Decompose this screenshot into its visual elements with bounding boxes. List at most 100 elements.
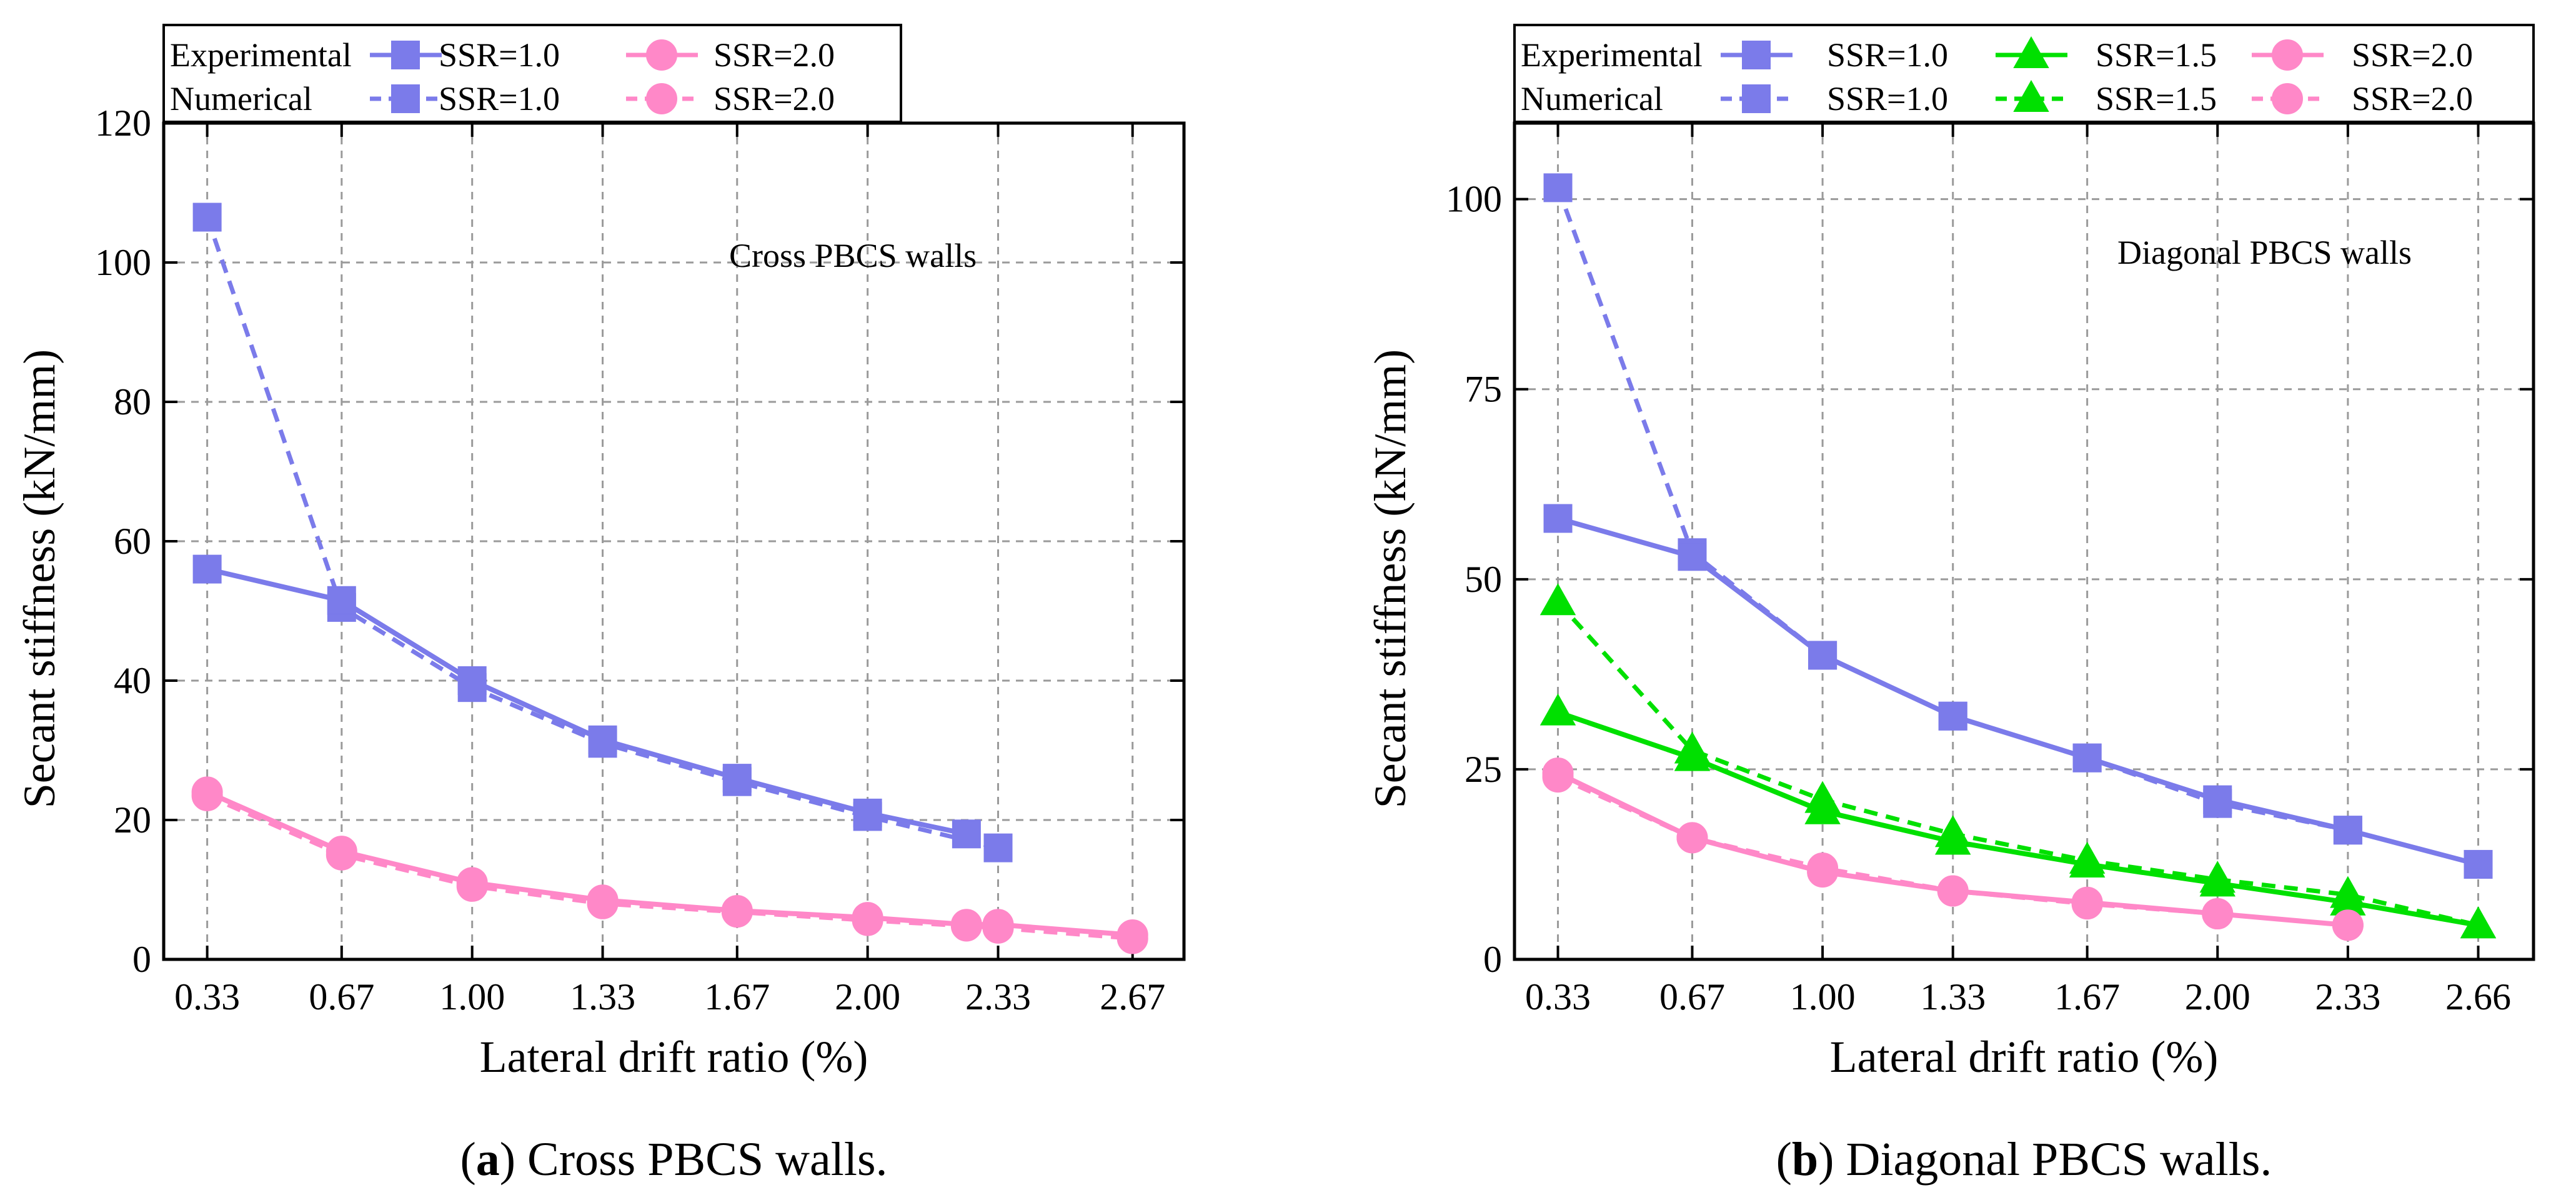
data-point	[457, 666, 487, 695]
panel-annotation: Diagonal PBCS walls	[2117, 234, 2412, 271]
legend-marker	[1742, 41, 1771, 69]
legend-marker	[1742, 84, 1771, 113]
data-point	[1674, 739, 1711, 771]
x-tick-label: 0.33	[174, 976, 240, 1018]
data-point	[2332, 909, 2364, 941]
data-point	[2071, 886, 2103, 918]
data-point	[1542, 757, 1574, 789]
x-tick-label: 1.00	[439, 976, 505, 1018]
y-tick-label: 20	[114, 799, 151, 841]
caption-a: (a) Cross PBCS walls.	[460, 1133, 887, 1186]
data-point	[722, 764, 752, 793]
series-numerical-ssr-1-0	[1543, 173, 2493, 879]
legend-marker	[2272, 83, 2303, 114]
legend-entry-label: SSR=2.0	[714, 36, 835, 74]
series-line	[1557, 516, 2479, 867]
data-point	[1934, 822, 1971, 855]
data-point	[191, 776, 223, 808]
y-tick-label: 50	[1465, 559, 1502, 600]
x-tick-label: 2.33	[2315, 976, 2380, 1018]
y-axis-title: Secant stiffness (kN/mm)	[1365, 349, 1415, 809]
data-point	[982, 909, 1014, 941]
caption-paren: (	[1776, 1133, 1792, 1186]
data-point	[2199, 864, 2235, 897]
data-point	[2069, 845, 2106, 878]
series-experimental-ssr-2-0	[1542, 757, 2364, 941]
data-point	[1539, 693, 1576, 726]
data-point	[192, 554, 222, 584]
data-point	[2072, 743, 2102, 772]
x-tick-label: 1.33	[1920, 976, 1986, 1018]
series-experimental-ssr-1-5	[1539, 693, 2497, 939]
x-tick-label: 1.67	[2054, 976, 2120, 1018]
y-tick-label: 60	[114, 521, 151, 562]
data-point	[1678, 542, 1707, 571]
x-tick-label: 1.33	[570, 976, 635, 1018]
caption-paren: (	[460, 1133, 475, 1186]
data-point	[853, 798, 882, 828]
legend-entry-label: SSR=1.0	[1827, 80, 1948, 118]
panel-annotation: Cross PBCS walls	[729, 237, 977, 274]
x-axis-title: Lateral drift ratio (%)	[480, 1032, 868, 1082]
x-tick-label: 2.00	[2185, 976, 2250, 1018]
x-tick-label: 1.00	[1790, 976, 1856, 1018]
data-point	[1804, 792, 1841, 824]
y-tick-label: 0	[132, 939, 151, 980]
legend-entry-label: SSR=2.0	[2352, 36, 2473, 74]
legend-marker	[2013, 36, 2049, 68]
legend-entry-label: SSR=1.0	[1827, 36, 1948, 74]
x-tick-label: 2.66	[2445, 976, 2511, 1018]
data-point	[1807, 856, 1839, 888]
y-tick-label: 100	[95, 242, 151, 283]
series-experimental-ssr-1-0	[192, 554, 981, 849]
chart-panel-a: 0.33 0.67 1.00 1.33 1.67 2.00 2.33 2.67 0 20 40 60 8…	[14, 24, 1186, 1186]
data-point	[1539, 583, 1576, 616]
data-point	[1938, 701, 1967, 731]
series-experimental-ssr-1-0	[1543, 504, 2493, 879]
data-point	[588, 725, 617, 754]
legend-entry-label: SSR=1.5	[2096, 80, 2217, 118]
chart-panel-b: 0.33 0.67 1.00 1.33 1.67 2.00 2.33 2.66 0 25 50 75 1…	[1365, 24, 2535, 1186]
data-point	[950, 909, 982, 941]
data-point	[326, 836, 357, 868]
data-point	[2202, 898, 2234, 930]
legend-marker	[391, 84, 420, 113]
legend-b: Experimental Numerical SSR=1.0 SSR=1.0 SSR=1…	[1513, 24, 2535, 123]
data-point	[327, 586, 356, 615]
data-point	[721, 894, 753, 926]
y-tick-label: 40	[114, 660, 151, 701]
y-tick-label: 0	[1483, 939, 1502, 980]
x-tick-label: 2.67	[1100, 976, 1165, 1018]
x-axis-title: Lateral drift ratio (%)	[1830, 1032, 2219, 1082]
legend-marker	[391, 41, 420, 69]
legend-group-label: Experimental	[170, 36, 352, 74]
legend-marker	[646, 83, 677, 114]
legend-entry-label: SSR=1.5	[2096, 36, 2217, 74]
x-tick-label: 0.33	[1525, 976, 1591, 1018]
legend-group-label: Numerical	[170, 80, 312, 118]
data-point	[983, 833, 1013, 862]
legend-group-label: Experimental	[1521, 36, 1703, 74]
y-tick-label: 25	[1465, 749, 1502, 790]
y-tick-label: 120	[95, 102, 151, 144]
data-point	[852, 902, 883, 934]
data-point	[1543, 173, 1573, 202]
x-tick-label: 0.67	[1659, 976, 1725, 1018]
x-tick-label: 2.33	[965, 976, 1031, 1018]
data-point	[952, 819, 981, 849]
data-point	[2460, 906, 2497, 939]
y-axis-title: Secant stiffness (kN/mm)	[14, 349, 64, 809]
legend-group-label: Numerical	[1521, 80, 1663, 118]
data-point	[192, 202, 222, 232]
legend-a: Experimental Numerical SSR=1.0 SSR=1.0 SSR=2…	[162, 24, 902, 123]
legend-marker	[646, 39, 677, 71]
y-tick-label: 100	[1446, 179, 1502, 220]
legend-entry-label: SSR=2.0	[2352, 80, 2473, 118]
x-tick-label: 0.67	[309, 976, 374, 1018]
y-tick-label: 80	[114, 381, 151, 422]
legend-entry-label: SSR=1.0	[439, 36, 560, 74]
data-point	[456, 867, 488, 899]
caption-b: (b) Diagonal PBCS walls.	[1776, 1133, 2272, 1186]
caption-text: ) Diagonal PBCS walls.	[1818, 1133, 2272, 1186]
